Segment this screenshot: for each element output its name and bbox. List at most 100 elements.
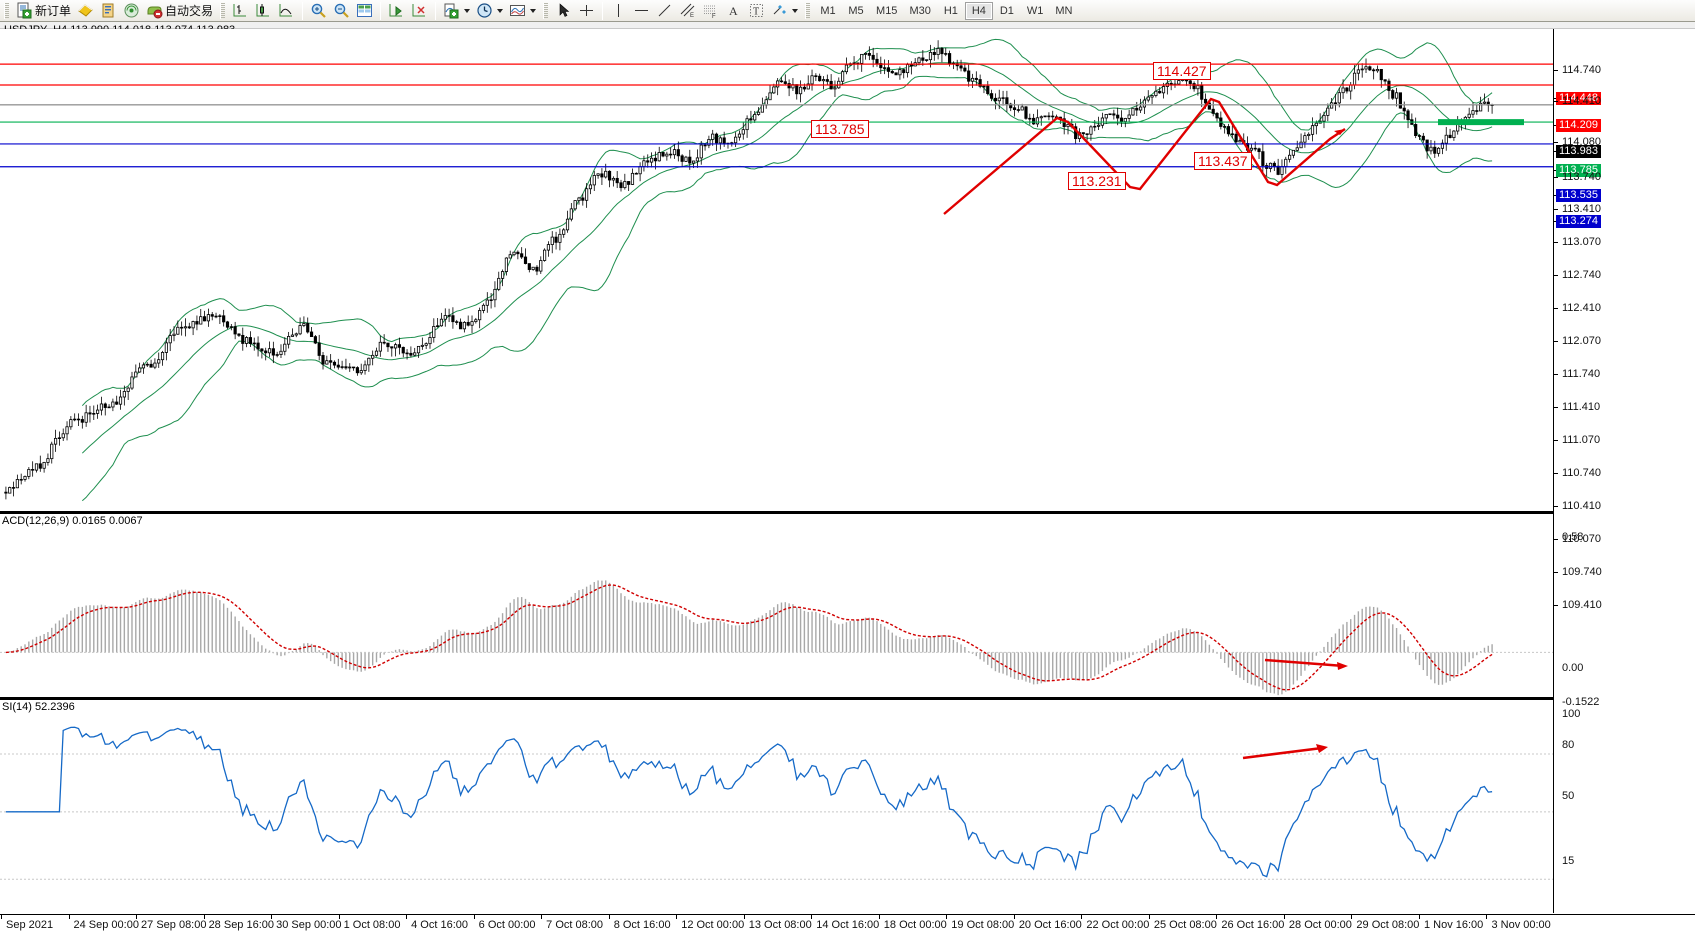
periods-button[interactable] [473,1,506,21]
periods-dropdown-arrow[interactable] [497,8,504,13]
line-chart-button[interactable] [275,1,298,21]
data-window-button[interactable] [353,1,376,21]
time-tick-mark [1418,915,1420,919]
auto-scroll-button[interactable] [385,1,408,21]
time-tick-mark [1081,915,1083,919]
time-tick-label: 30 Sep 00:00 [276,919,342,931]
axis-tickmark [1554,605,1558,606]
metaeditor-button[interactable] [74,1,97,21]
time-tick-mark [1013,915,1015,919]
timeframe-button-m15[interactable]: M15 [876,4,898,17]
strategy-tester-button[interactable] [97,1,120,21]
channel-icon: E [679,2,696,19]
time-tick-label: 22 Oct 00:00 [1086,919,1150,931]
timeframe-button-mn[interactable]: MN [1055,4,1073,17]
pane-separator-1[interactable] [0,511,1554,514]
fibonacci-button[interactable]: F [699,1,722,21]
time-tick-mark [676,915,678,919]
swing-label-113-231[interactable]: 113.231 [1068,172,1126,190]
vertical-line-button[interactable] [607,1,630,21]
swing-label-113-785[interactable]: 113.785 [811,120,869,138]
text-label-button[interactable]: T [745,1,768,21]
time-tick-label: 1 Nov 16:00 [1423,919,1484,931]
rsi-pane[interactable] [0,700,1554,914]
timeframe-button-w1[interactable]: W1 [1026,4,1044,17]
swing-label-114-427[interactable]: 114.427 [1153,62,1211,80]
timeframe-button-h4[interactable]: H4 [964,1,993,20]
time-tick-label: 6 Oct 00:00 [478,919,536,931]
market-watch-button[interactable] [120,1,143,21]
indicators-icon [443,2,460,19]
axis-tickmark [1554,209,1558,210]
price-tag-113-785[interactable]: 113.785 [1556,164,1601,177]
timeframe-button-h1[interactable]: H1 [943,4,958,17]
indicators-button[interactable] [440,1,473,21]
arrows-button[interactable] [768,1,801,21]
axis-tickmark [1554,539,1558,540]
time-tick-mark [878,915,880,919]
time-tick-label: 28 Oct 00:00 [1288,919,1352,931]
price-tag-114-448[interactable]: 114.448 [1556,92,1601,105]
axis-tickmark [1554,440,1558,441]
timeframe-button-m30[interactable]: M30 [909,4,931,17]
time-axis[interactable]: Sep 2021 24 Sep 00:00 27 Sep 08:00 28 Sep 1… [0,914,1695,942]
equidistant-channel-button[interactable]: E [676,1,699,21]
pane-separator-2[interactable] [0,697,1554,700]
price-tag-114-209[interactable]: 114.209 [1556,119,1601,132]
candlestick-chart-button[interactable] [252,1,275,21]
toolbar-grip-4[interactable] [805,2,811,19]
timeframe-button-m1[interactable]: M1 [820,4,836,17]
price-chart-pane[interactable] [0,29,1554,514]
toolbar-grip[interactable] [4,2,9,19]
zoom-out-icon [333,2,350,19]
axis-tickmark [1554,142,1558,143]
crosshair-icon [578,2,595,19]
chart-horizontal-scrollbar[interactable] [0,22,1695,29]
cursor-tool-button[interactable] [552,1,575,21]
time-tick-mark [271,915,273,919]
rsi-tick-label: 80 [1562,739,1575,751]
chart-shift-button[interactable] [408,1,431,21]
time-tick-label: 12 Oct 00:00 [681,919,745,931]
rsi-tick-label: 50 [1562,790,1575,802]
templates-dropdown-arrow[interactable] [530,8,537,13]
time-tick-mark [68,915,70,919]
toolbar-grip-2[interactable] [220,2,226,19]
price-tag-113-983[interactable]: 113.983 [1556,145,1601,158]
price-tag-113-274[interactable]: 113.274 [1556,215,1601,228]
arrows-dropdown-arrow[interactable] [792,8,799,13]
text-tool-button[interactable]: A [722,1,745,21]
price-tick-label: 109.410 [1562,599,1602,611]
axis-tickmark [1554,275,1558,276]
horizontal-line-button[interactable] [630,1,653,21]
time-tick-label: 4 Oct 16:00 [411,919,468,931]
indicators-dropdown-arrow[interactable] [464,8,471,13]
templates-button[interactable] [506,1,539,21]
axis-tickmark [1554,70,1558,71]
time-tick-label: 27 Sep 08:00 [141,919,207,931]
zoom-out-button[interactable] [330,1,353,21]
fibonacci-icon: F [702,2,719,19]
new-order-button[interactable]: 新订单 [13,1,74,21]
cursor-icon [555,2,572,19]
toolbar-grip-3[interactable] [543,2,549,19]
toolbar-separator-4 [602,1,604,20]
price-axis[interactable]: 114.740 114.448 114.410 114.209 114.080 113.9… [1553,29,1695,913]
swing-label-113-437[interactable]: 113.437 [1194,152,1252,170]
bar-chart-icon [232,2,249,19]
zoom-in-button[interactable] [307,1,330,21]
crosshair-tool-button[interactable] [575,1,598,21]
timeframe-button-d1[interactable]: D1 [999,4,1014,17]
macd-pane[interactable] [0,514,1554,697]
auto-trading-button[interactable]: 自动交易 [143,1,216,21]
price-tick-label: 112.740 [1562,269,1601,281]
timeframe-button-m5[interactable]: M5 [848,4,864,17]
bar-chart-button[interactable] [229,1,252,21]
axis-tickmark [1554,101,1558,102]
price-tag-113-535[interactable]: 113.535 [1556,189,1601,202]
svg-text:E: E [690,13,694,19]
new-order-label: 新订单 [35,4,72,18]
time-tick-mark [473,915,475,919]
trendline-button[interactable] [653,1,676,21]
time-tick-label: 8 Oct 16:00 [613,919,671,931]
